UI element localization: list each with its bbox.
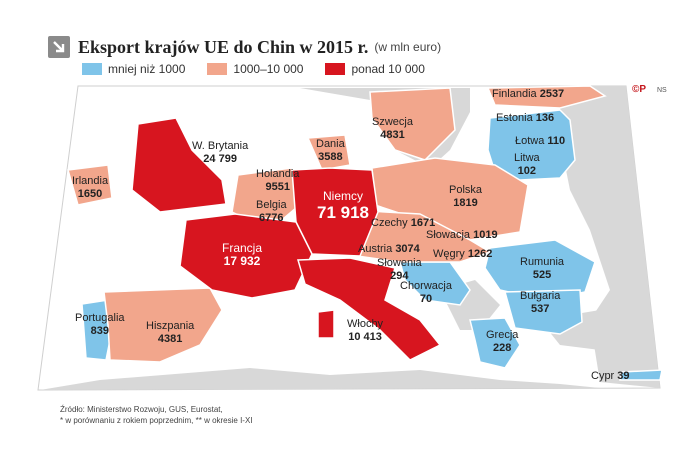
label-belgia: Belgia 6776 bbox=[256, 199, 287, 224]
country-bulgaria bbox=[504, 289, 583, 335]
label-cypr: Cypr 39 bbox=[591, 370, 630, 382]
label-finlandia: Finlandia 2537 bbox=[492, 88, 565, 100]
non-eu-land-east bbox=[560, 86, 660, 388]
country-finlandia bbox=[486, 85, 607, 109]
country-wlochy bbox=[297, 257, 442, 361]
country-polska bbox=[371, 157, 529, 241]
country-grecja bbox=[469, 317, 521, 369]
source-line-1: Źródło: Ministerstwo Rozwoju, GUS, Euros… bbox=[60, 405, 223, 414]
legend-swatch-high bbox=[325, 63, 346, 75]
label-hiszpania: Hiszpania 4381 bbox=[146, 320, 195, 345]
country-benelux bbox=[231, 167, 297, 231]
source-note: Źródło: Ministerstwo Rozwoju, GUS, Euros… bbox=[60, 404, 253, 426]
unit-label: (w mln euro) bbox=[374, 40, 442, 54]
country-francja bbox=[179, 213, 313, 299]
map-title: Eksport krajów UE do Chin w 2015 r. bbox=[78, 36, 369, 57]
label-holandia: Holandia 9551 bbox=[256, 168, 300, 193]
label-polska: Polska 1819 bbox=[449, 184, 483, 209]
label-slowenia: Słowenia 294 bbox=[377, 257, 422, 282]
legend-label-high: ponad 10 000 bbox=[351, 62, 425, 76]
label-bulgaria: Bułgaria 537 bbox=[520, 290, 561, 315]
label-lotwa: Łotwa 110 bbox=[515, 135, 566, 147]
legend-label-mid: 1000–10 000 bbox=[233, 62, 304, 76]
country-sardynia bbox=[317, 309, 335, 339]
label-irlandia: Irlandia 1650 bbox=[72, 175, 109, 200]
label-grecja: Grecja 228 bbox=[486, 329, 519, 354]
label-dania: Dania 3588 bbox=[316, 138, 345, 163]
legend-item-mid: 1000–10 000 bbox=[207, 62, 303, 76]
country-baltics bbox=[487, 109, 576, 181]
label-wbrytania: W. Brytania 24 799 bbox=[192, 140, 249, 165]
author-initials: NS bbox=[657, 87, 667, 94]
legend-label-low: mniej niż 1000 bbox=[108, 62, 186, 76]
label-wlochy: Włochy 10 413 bbox=[347, 318, 384, 343]
label-wegry: Węgry 1262 bbox=[433, 248, 493, 260]
label-francja: Francja 17 932 bbox=[222, 241, 263, 268]
legend: mniej niż 1000 1000–10 000 ponad 10 000 bbox=[82, 62, 447, 76]
label-czechy: Czechy 1671 bbox=[371, 217, 436, 229]
label-slowacja: Słowacja 1019 bbox=[426, 229, 498, 241]
country-cypr bbox=[619, 369, 663, 381]
non-eu-land-africa bbox=[40, 368, 600, 390]
label-niemcy: Niemcy 71 918 bbox=[317, 189, 369, 223]
title-row: Eksport krajów UE do Chin w 2015 r. (w m… bbox=[48, 36, 441, 58]
legend-swatch-mid bbox=[207, 63, 228, 75]
label-litwa: Litwa 102 bbox=[514, 152, 540, 177]
source-line-2: * w porównaniu z rokiem poprzednim, ** w… bbox=[60, 416, 253, 425]
label-rumunia: Rumunia 525 bbox=[520, 256, 565, 281]
copyright-mark: ©P bbox=[632, 84, 647, 95]
country-hiszpania bbox=[103, 287, 223, 363]
label-szwecja: Szwecja 4831 bbox=[372, 116, 413, 141]
legend-swatch-low bbox=[82, 63, 102, 75]
legend-item-high: ponad 10 000 bbox=[325, 62, 425, 76]
label-estonia: Estonia 136 bbox=[496, 112, 555, 124]
arrow-icon bbox=[48, 36, 70, 58]
label-portugalia: Portugalia 839 bbox=[75, 312, 125, 337]
label-chorwacja: Chorwacja 70 bbox=[400, 280, 452, 305]
legend-item-low: mniej niż 1000 bbox=[82, 62, 185, 76]
country-irlandia bbox=[67, 164, 113, 206]
country-dania bbox=[306, 134, 351, 171]
country-wbrytania bbox=[131, 117, 227, 213]
label-austria: Austria 3074 bbox=[358, 243, 420, 255]
